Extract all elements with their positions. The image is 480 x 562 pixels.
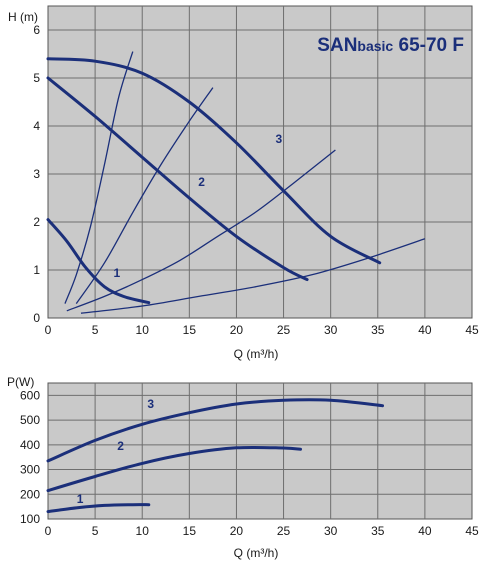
- series-line-3: [46, 398, 384, 463]
- y-tick-label: 300: [20, 463, 40, 477]
- y-tick-label: 1: [33, 263, 40, 277]
- x-tick-label: 30: [324, 323, 338, 337]
- x-tick-label: 40: [418, 524, 432, 538]
- y-tick-label: 4: [33, 119, 40, 133]
- x-tick-label: 45: [465, 323, 479, 337]
- title-brand-san: SAN: [317, 35, 357, 56]
- x-tick-label: 20: [230, 524, 244, 538]
- series-label-1: 1: [77, 492, 84, 506]
- system-curve-line: [64, 51, 134, 304]
- head-series-labels: 1 2 3: [113, 132, 282, 280]
- x-tick-label: 40: [418, 323, 432, 337]
- x-tick-label: 15: [183, 524, 197, 538]
- x-tick-label: 10: [136, 323, 150, 337]
- head-series: [46, 57, 382, 305]
- power-series: [46, 398, 384, 514]
- power-tick-labels: 0 5 10 15 20 25 30 35 40 45 100 200 300 400 500 600: [20, 388, 479, 538]
- y-tick-label: 5: [33, 71, 40, 85]
- y-tick-label: 3: [33, 167, 40, 181]
- y-tick-label: 200: [20, 487, 40, 501]
- y-tick-label: 100: [20, 512, 40, 526]
- series-line-3: [46, 57, 382, 265]
- series-label-2: 2: [117, 439, 124, 453]
- head-plot-area: [47, 5, 473, 319]
- series-label-3: 3: [276, 132, 283, 146]
- series-line-1: [46, 503, 151, 514]
- x-tick-label: 45: [465, 524, 479, 538]
- y-tick-label: 500: [20, 413, 40, 427]
- power-series-labels: 1 2 3: [77, 397, 155, 506]
- chart-title: SANbasic 65-70 F: [317, 35, 464, 56]
- series-label-2: 2: [198, 175, 205, 189]
- x-tick-label: 0: [45, 323, 52, 337]
- x-tick-label: 30: [324, 524, 338, 538]
- system-curve-line: [75, 87, 214, 304]
- head-x-axis-label: Q (m³/h): [234, 347, 279, 361]
- x-tick-label: 5: [92, 323, 99, 337]
- y-tick-label: 2: [33, 215, 40, 229]
- title-model: 65-70 F: [393, 35, 464, 56]
- x-tick-label: 20: [230, 323, 244, 337]
- y-tick-label: 0: [33, 311, 40, 325]
- x-tick-label: 35: [371, 524, 385, 538]
- head-grid: [48, 6, 472, 318]
- x-tick-label: 35: [371, 323, 385, 337]
- title-brand-basic: basic: [357, 38, 393, 54]
- series-label-1: 1: [113, 266, 120, 280]
- x-tick-label: 10: [136, 524, 150, 538]
- power-y-axis-label: P(W): [7, 375, 34, 389]
- series-line-2: [46, 445, 302, 493]
- x-tick-label: 0: [45, 524, 52, 538]
- x-tick-label: 15: [183, 323, 197, 337]
- series-line-1: [46, 218, 151, 305]
- power-chart-panel: 0 5 10 15 20 25 30 35 40 45 100 200 300 400 500 600 1 2 3…: [7, 375, 479, 560]
- series-label-3: 3: [147, 397, 154, 411]
- x-tick-label: 25: [277, 524, 291, 538]
- head-y-axis-label: H (m): [8, 10, 38, 24]
- x-tick-label: 25: [277, 323, 291, 337]
- power-grid: [48, 383, 472, 519]
- system-curve-line: [66, 149, 336, 312]
- y-tick-label: 6: [33, 23, 40, 37]
- y-tick-label: 600: [20, 388, 40, 402]
- x-tick-label: 5: [92, 524, 99, 538]
- series-line-2: [46, 76, 309, 282]
- power-x-axis-label: Q (m³/h): [234, 546, 279, 560]
- y-tick-label: 400: [20, 438, 40, 452]
- power-plot-area: [47, 382, 473, 520]
